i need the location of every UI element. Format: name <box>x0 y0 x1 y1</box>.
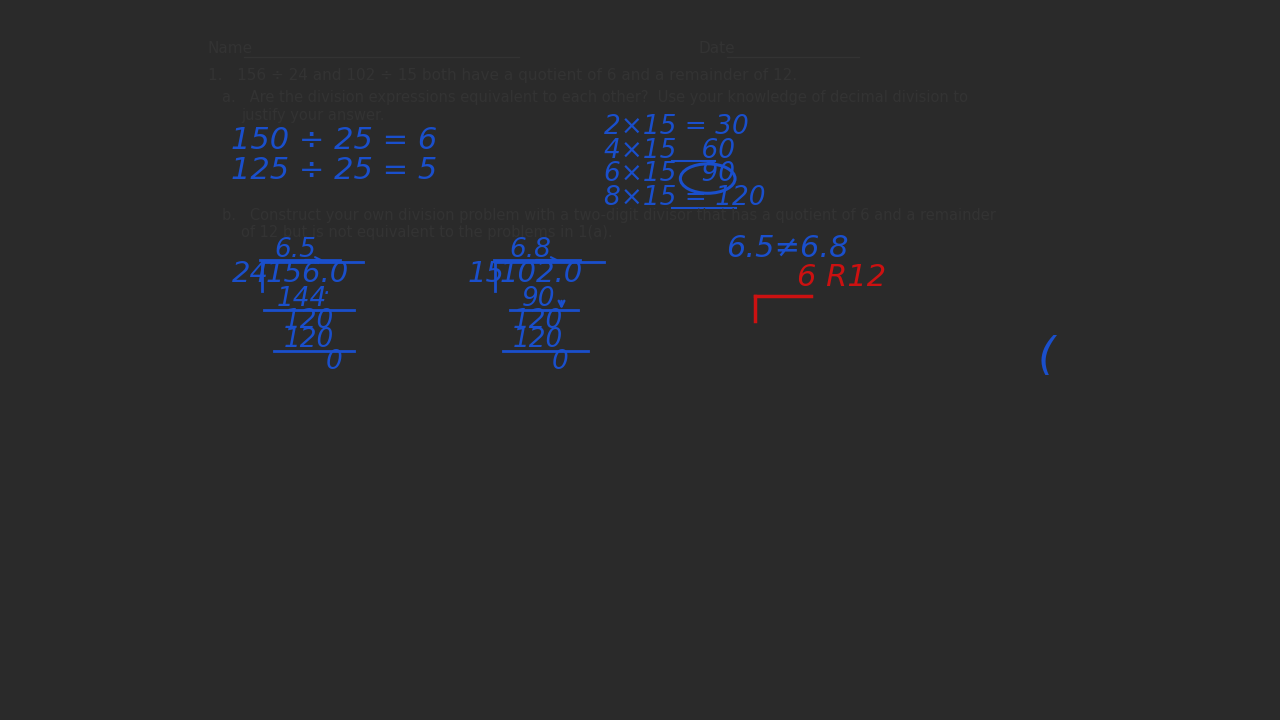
Text: (: ( <box>1038 335 1055 378</box>
Text: a.   Are the division expressions equivalent to each other?  Use your knowledge : a. Are the division expressions equivale… <box>221 90 968 105</box>
Text: 120: 120 <box>283 307 334 333</box>
Text: .: . <box>324 279 332 298</box>
Text: 120: 120 <box>512 328 563 354</box>
Text: 6.5: 6.5 <box>274 237 316 263</box>
Text: 24: 24 <box>232 259 269 287</box>
Text: 144: 144 <box>276 286 326 312</box>
Text: 156.0: 156.0 <box>265 259 348 287</box>
Text: 6.5≠6.8: 6.5≠6.8 <box>727 234 849 263</box>
Text: of 12 but is not equivalent to the problems in 1(a).: of 12 but is not equivalent to the probl… <box>241 225 612 240</box>
Text: b.   Construct your own division problem with a two-digit divisor that has a quo: b. Construct your own division problem w… <box>221 208 996 222</box>
Text: 4×15   60: 4×15 60 <box>604 138 735 164</box>
Text: 1.   156 ÷ 24 and 102 ÷ 15 both have a quotient of 6 and a remainder of 12.: 1. 156 ÷ 24 and 102 ÷ 15 both have a quo… <box>207 68 797 84</box>
Text: Date: Date <box>699 41 735 56</box>
Text: 150 ÷ 25 = 6: 150 ÷ 25 = 6 <box>232 126 438 155</box>
Text: 0: 0 <box>325 348 343 375</box>
Text: 6×15   90: 6×15 90 <box>604 161 735 187</box>
Text: 6 R12: 6 R12 <box>797 264 887 292</box>
Text: 102.0: 102.0 <box>499 259 582 287</box>
Text: 120: 120 <box>512 307 563 333</box>
Text: 8×15 = 120: 8×15 = 120 <box>604 185 765 211</box>
Text: 125 ÷ 25 = 5: 125 ÷ 25 = 5 <box>232 156 438 184</box>
Text: 15: 15 <box>467 259 504 287</box>
Text: 0: 0 <box>552 348 568 375</box>
Text: 120: 120 <box>283 328 334 354</box>
Text: Name: Name <box>207 41 253 56</box>
Text: 6.8: 6.8 <box>509 237 552 263</box>
Text: 2×15 = 30: 2×15 = 30 <box>604 114 749 140</box>
Text: 90: 90 <box>522 286 556 312</box>
Text: justify your answer.: justify your answer. <box>241 108 384 122</box>
